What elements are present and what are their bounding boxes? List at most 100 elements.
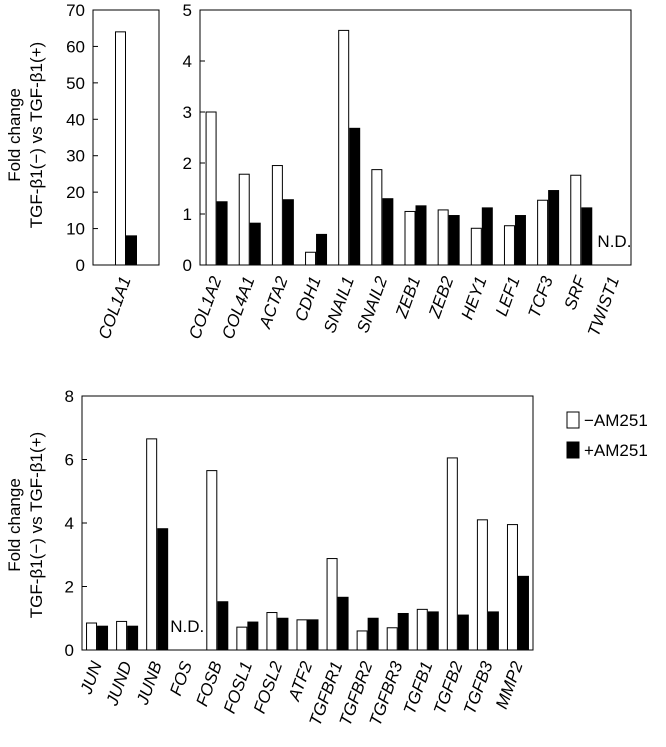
bar-zeb2-minus-am251 — [437, 209, 449, 266]
ylabel-top-line2: TGF-β1(−) vs TGF-β1(+) — [27, 42, 46, 228]
y-tick-label: 40 — [66, 110, 85, 129]
legend-swatch-plus-am251 — [566, 441, 580, 459]
y-tick-label: 5 — [183, 1, 192, 20]
y-tick-label: 20 — [66, 183, 85, 202]
y-tick-label: 4 — [183, 52, 192, 71]
not-detected-label: N.D. — [170, 617, 204, 636]
bar-tgfb1-plus-am251 — [427, 611, 439, 651]
bar-jund-minus-am251 — [116, 620, 128, 651]
not-detected-label: N.D. — [597, 232, 631, 251]
x-tick-label: JUND — [102, 659, 136, 709]
ylabel-bottom-line2: TGF-β1(−) vs TGF-β1(+) — [27, 432, 46, 618]
x-tick-label: MMP2 — [492, 658, 527, 711]
bar-zeb2-plus-am251 — [448, 215, 460, 266]
bar-tgfbr1-minus-am251 — [326, 558, 338, 651]
bar-fosb-minus-am251 — [206, 470, 218, 651]
x-tick-label: COL4A1 — [218, 274, 258, 342]
bar-fosl1-plus-am251 — [247, 621, 259, 651]
bar-jun-plus-am251 — [97, 625, 109, 651]
bar-tgfbr1-plus-am251 — [337, 596, 349, 651]
legend-swatch-minus-am251 — [566, 411, 580, 429]
bar-tgfb3-plus-am251 — [487, 611, 499, 651]
bar-cdh1-plus-am251 — [316, 233, 328, 266]
y-tick-label: 10 — [66, 220, 85, 239]
bar-zeb1-plus-am251 — [415, 205, 427, 266]
bar-lef1-plus-am251 — [514, 215, 526, 266]
bar-mmp2-minus-am251 — [506, 524, 518, 651]
bar-tgfbr3-minus-am251 — [386, 627, 398, 651]
bar-col4a1-minus-am251 — [238, 173, 250, 266]
y-tick-label: 30 — [66, 147, 85, 166]
bar-tgfb2-minus-am251 — [446, 457, 458, 651]
bar-snail1-minus-am251 — [338, 29, 350, 266]
chart-ap1-tgf-genes: 02468JUNJUNDJUNBN.D.FOSFOSBFOSL1FOSL2ATF… — [65, 387, 534, 728]
bar-tgfb3-minus-am251 — [476, 519, 488, 651]
bar-jund-plus-am251 — [127, 625, 139, 651]
x-tick-label: HEY1 — [458, 274, 491, 322]
bar-tcf3-plus-am251 — [548, 190, 560, 266]
bar-tgfb2-plus-am251 — [457, 614, 469, 651]
bar-col1a1-plus-am251 — [126, 235, 137, 266]
x-tick-label: ZEB1 — [392, 274, 425, 321]
bar-jun-minus-am251 — [86, 622, 98, 651]
x-tick-label: TCF3 — [524, 273, 557, 320]
bar-acta2-minus-am251 — [271, 165, 283, 266]
bar-tcf3-minus-am251 — [537, 199, 549, 266]
bar-col1a1-minus-am251 — [115, 31, 126, 266]
bar-tgfb1-minus-am251 — [416, 608, 428, 651]
y-tick-label: 1 — [183, 205, 192, 224]
x-tick-label: ATF2 — [284, 658, 316, 704]
legend-label-minus-am251: −AM251 — [584, 411, 648, 430]
bar-acta2-plus-am251 — [282, 199, 294, 266]
y-tick-label: 4 — [65, 514, 74, 533]
bar-srf-minus-am251 — [570, 174, 582, 266]
y-tick-label: 0 — [183, 256, 192, 275]
bar-col1a2-minus-am251 — [205, 111, 217, 266]
legend-label-plus-am251: +AM251 — [584, 441, 648, 460]
bar-tgfbr3-plus-am251 — [397, 612, 409, 651]
bar-junb-plus-am251 — [157, 528, 169, 651]
x-tick-label: SNAIL2 — [353, 273, 391, 335]
bar-fosl1-minus-am251 — [236, 626, 248, 651]
bar-tgfbr2-plus-am251 — [367, 617, 379, 651]
bar-snail1-plus-am251 — [349, 127, 361, 266]
bar-atf2-plus-am251 — [307, 619, 319, 651]
x-tick-label: TWIST1 — [584, 274, 623, 339]
bar-col4a1-plus-am251 — [249, 222, 261, 266]
bar-atf2-minus-am251 — [296, 619, 308, 651]
bar-col1a2-plus-am251 — [216, 201, 228, 266]
x-tick-label: SRF — [561, 272, 591, 312]
x-tick-label: FOSB — [192, 659, 226, 709]
y-tick-label: 2 — [183, 154, 192, 173]
bar-cdh1-minus-am251 — [305, 251, 317, 266]
x-tick-label: ZEB2 — [425, 273, 458, 321]
ylabel-top-line1: Fold change — [5, 88, 24, 182]
y-tick-label: 3 — [183, 103, 192, 122]
bar-hey1-plus-am251 — [481, 207, 493, 266]
bar-fosl2-plus-am251 — [277, 617, 289, 651]
y-tick-label: 60 — [66, 37, 85, 56]
chart-col1a1: 0 10 20 30 40 50 60 70 COL1A1 — [66, 1, 160, 342]
y-tick-label: 2 — [65, 578, 74, 597]
bar-zeb1-minus-am251 — [404, 210, 416, 266]
x-tick-label: ACTA2 — [255, 273, 292, 331]
x-tick-label: CDH1 — [291, 274, 325, 324]
x-tick-label: JUN — [76, 658, 106, 697]
x-tick-label: FOS — [166, 658, 196, 698]
bar-srf-plus-am251 — [581, 207, 593, 266]
ylabel-bottom-line1: Fold change — [5, 478, 24, 572]
y-tick-label: 70 — [66, 1, 85, 20]
bar-tgfbr2-minus-am251 — [356, 630, 368, 651]
y-tick-label: 8 — [65, 387, 74, 406]
x-tick-label: COL1A1 — [95, 274, 135, 342]
bar-fosb-plus-am251 — [217, 601, 229, 651]
bar-fosl2-minus-am251 — [266, 612, 278, 651]
bar-mmp2-plus-am251 — [517, 575, 529, 651]
y-tick-label: 0 — [76, 256, 85, 275]
bar-lef1-minus-am251 — [503, 225, 515, 266]
y-tick-label: 50 — [66, 74, 85, 93]
bar-snail2-minus-am251 — [371, 169, 383, 266]
legend: −AM251 +AM251 — [566, 411, 648, 460]
y-tick-label: 0 — [65, 641, 74, 660]
